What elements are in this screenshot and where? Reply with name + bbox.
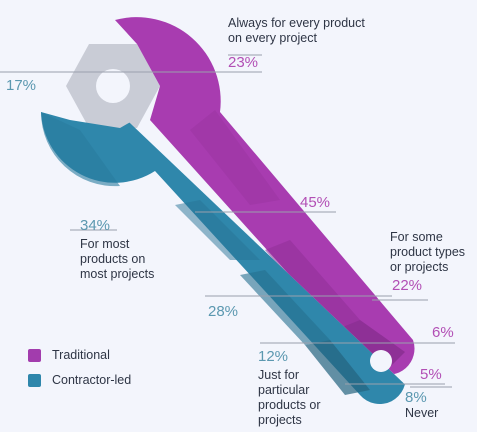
traditional-half: [115, 17, 415, 375]
pct-traditional-never: 5%: [420, 366, 442, 383]
pct-traditional-particular: 6%: [432, 324, 454, 341]
legend-contractor: Contractor-led: [28, 373, 131, 387]
legend-swatch-contractor: [28, 373, 41, 387]
legend-label-contractor: Contractor-led: [52, 373, 132, 387]
pct-traditional-always: 23%: [228, 54, 259, 71]
pct-traditional-most: 45%: [300, 194, 331, 211]
pct-contractor-always: 17%: [6, 77, 37, 94]
label-some: For some product types or projects: [390, 230, 466, 274]
label-most: For most products on most projects: [80, 237, 155, 281]
label-never: Never: [405, 406, 439, 420]
pct-contractor-some: 28%: [208, 303, 239, 320]
pct-contractor-particular: 12%: [258, 348, 289, 365]
bolt-hole: [96, 69, 130, 103]
label-always: Always for every product on every projec…: [228, 16, 365, 45]
legend-swatch-traditional: [28, 348, 41, 362]
pct-contractor-never: 8%: [405, 389, 427, 406]
legend-label-traditional: Traditional: [52, 348, 110, 362]
contractor-half: [40, 105, 406, 405]
pct-traditional-some: 22%: [392, 277, 423, 294]
legend-traditional: Traditional: [28, 348, 110, 362]
leader-lines: [0, 54, 455, 388]
wrench-end-hole: [370, 350, 392, 372]
pct-contractor-most: 34%: [80, 217, 111, 234]
label-particular: Just for particular products or projects: [258, 368, 321, 427]
